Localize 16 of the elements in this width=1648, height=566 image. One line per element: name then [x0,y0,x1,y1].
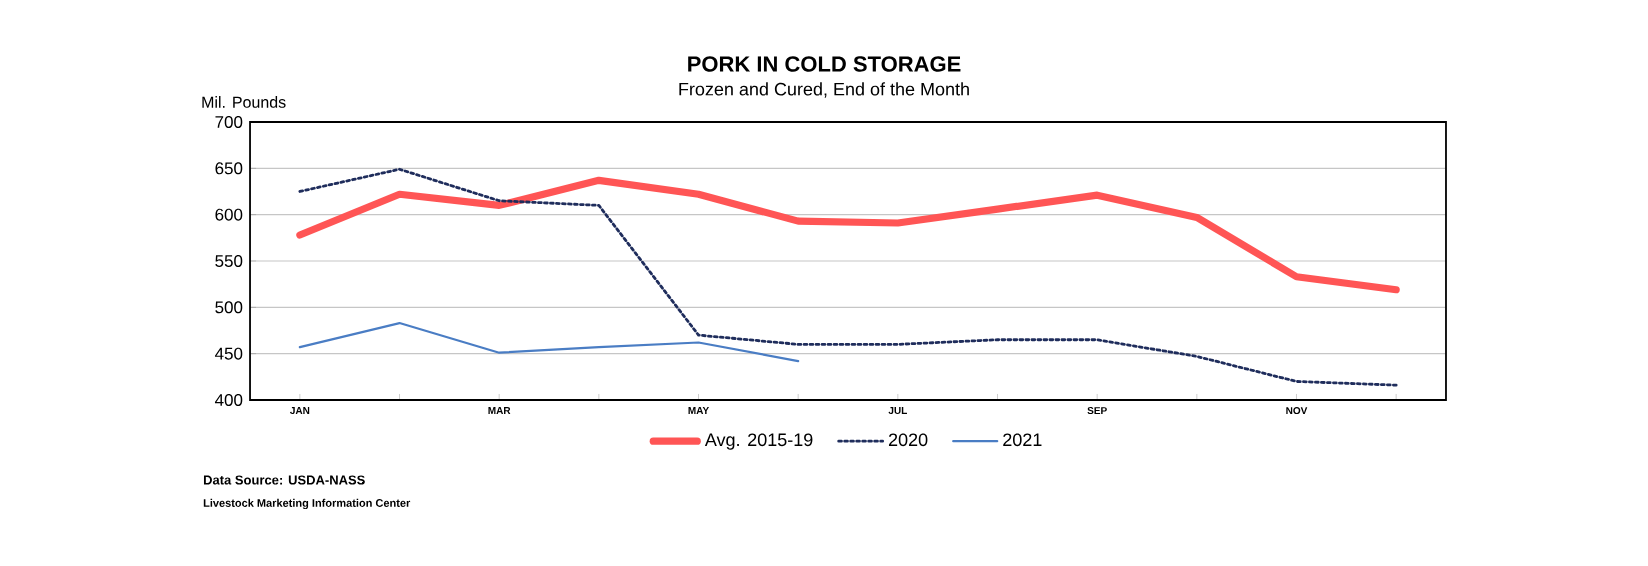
y-tick-label: 600 [215,208,243,221]
chart-subtitle: Frozen and Cured, End of the Month [679,82,969,98]
line-series [298,167,1398,387]
legend-label: 2020 [888,433,928,447]
legend-label: 2021 [1003,433,1042,447]
y-tick-label: 650 [215,162,243,175]
y-tick-label: 450 [214,347,243,360]
y-tick-label: 500 [215,301,243,314]
y-tick-label: 400 [214,393,243,406]
y-axis-title: Mil. Pounds [202,96,286,108]
line-series [298,321,800,363]
y-tick-label: 700 [215,115,243,128]
legend-label: Avg. 2015-19 [704,433,813,450]
chart-title: PORK IN COLD STORAGE [688,56,961,72]
y-tick-label: 550 [215,254,243,267]
line-series [296,176,1400,294]
